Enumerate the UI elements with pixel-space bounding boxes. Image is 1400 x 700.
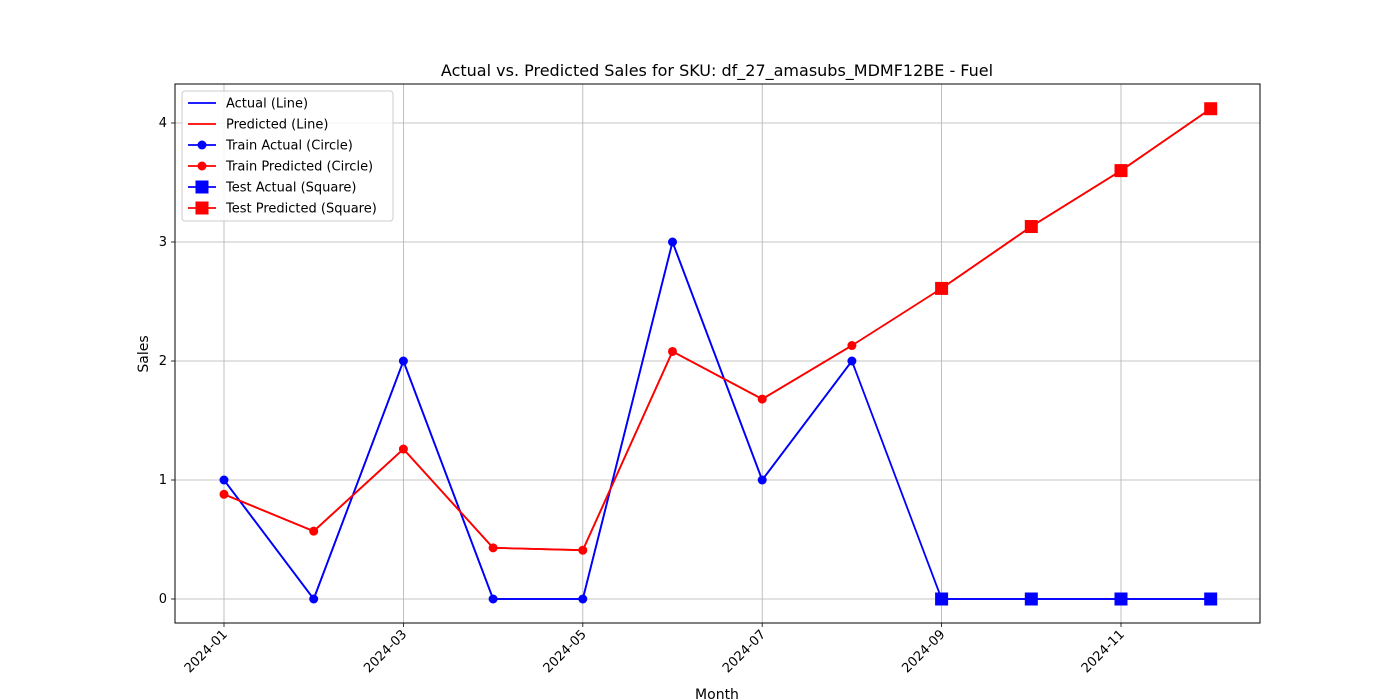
y-axis-label: Sales xyxy=(136,335,152,372)
y-tick-label: 0 xyxy=(159,592,167,607)
data-point xyxy=(668,237,677,247)
data-point xyxy=(757,394,767,404)
series-line xyxy=(941,107,1212,290)
plot-frame xyxy=(174,83,1261,624)
data-point xyxy=(219,489,229,499)
data-point xyxy=(488,594,498,604)
data-point xyxy=(398,444,408,454)
data-point xyxy=(757,475,767,485)
series-0 xyxy=(223,238,1211,601)
data-point xyxy=(847,356,857,366)
x-tick-label: 2024-01 xyxy=(182,627,231,676)
x-tick-label: 2024-03 xyxy=(361,627,410,676)
legend-label: Test Predicted (Square) xyxy=(225,202,377,217)
legend-item: Predicted (Line) xyxy=(188,118,328,133)
legend-box xyxy=(181,90,394,222)
series-line xyxy=(223,238,853,601)
series-2 xyxy=(219,237,857,604)
data-point xyxy=(935,281,949,295)
x-tick-label: 2024-09 xyxy=(899,627,948,676)
legend-item: Train Actual (Circle) xyxy=(188,139,353,154)
data-point xyxy=(309,594,319,604)
legend-item: Actual (Line) xyxy=(188,97,308,112)
legend-item: Test Actual (Square) xyxy=(188,180,357,196)
data-point xyxy=(1114,592,1128,606)
y-tick-label: 1 xyxy=(159,473,167,488)
data-point xyxy=(578,594,588,604)
legend-marker xyxy=(195,201,209,215)
legend-label: Train Actual (Circle) xyxy=(225,139,353,154)
data-point xyxy=(1204,102,1218,116)
series-line xyxy=(223,238,1211,601)
x-tick-label: 2024-05 xyxy=(541,627,590,676)
data-point xyxy=(488,543,498,553)
x-tick-label: 2024-07 xyxy=(720,627,769,676)
data-point xyxy=(1024,220,1038,234)
y-tick-label: 4 xyxy=(159,116,167,131)
legend-marker xyxy=(197,140,207,150)
legend-label: Test Actual (Square) xyxy=(225,181,357,196)
series-3 xyxy=(219,341,857,555)
series-4 xyxy=(935,592,1218,606)
legend-label: Predicted (Line) xyxy=(226,118,328,133)
data-point xyxy=(1204,592,1218,606)
data-point xyxy=(578,545,588,555)
legend: Actual (Line) Predicted (Line) Train Actua… xyxy=(181,90,394,222)
x-tick-label: 2024-11 xyxy=(1079,627,1128,676)
y-tick-label: 2 xyxy=(159,354,167,369)
y-tick-label: 3 xyxy=(159,235,167,250)
data-point xyxy=(847,341,857,351)
x-axis: 2024-01 2024-03 2024-05 2024-07 2024-09 2024-… xyxy=(182,623,1128,676)
data-point xyxy=(309,526,319,536)
data-point xyxy=(398,356,408,366)
series-line xyxy=(223,344,853,552)
y-axis: 0 1 2 3 4 xyxy=(159,116,175,607)
data-point xyxy=(1024,592,1038,606)
data-point xyxy=(935,592,949,606)
legend-label: Train Predicted (Circle) xyxy=(225,160,373,175)
legend-label: Actual (Line) xyxy=(226,97,308,112)
legend-marker xyxy=(195,180,209,194)
data-point xyxy=(219,475,229,485)
legend-item: Train Predicted (Circle) xyxy=(188,160,373,175)
data-point xyxy=(1114,164,1128,178)
data-point xyxy=(668,346,677,356)
series-5 xyxy=(935,102,1218,295)
x-axis-label: Month xyxy=(695,687,739,700)
legend-item: Test Predicted (Square) xyxy=(188,201,377,217)
chart-title: Actual vs. Predicted Sales for SKU: df_2… xyxy=(441,61,993,81)
series-layer xyxy=(219,102,1218,606)
legend-marker xyxy=(197,161,207,171)
